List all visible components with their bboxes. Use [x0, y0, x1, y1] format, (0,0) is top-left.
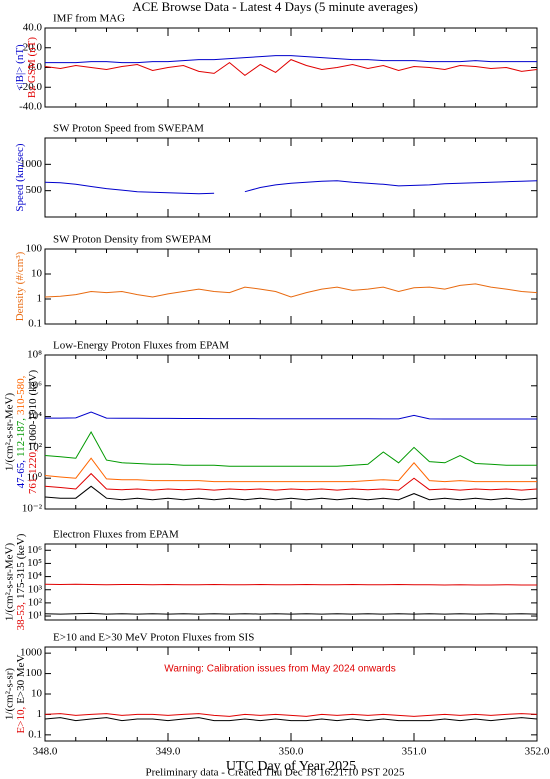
y-tick-label: 10⁶	[27, 379, 42, 391]
legend-line: Density (#/cm³)	[14, 251, 26, 321]
panel-title: E>10 and E>30 MeV Proton Fluxes from SIS	[53, 632, 254, 644]
series-line	[45, 411, 537, 420]
y-tick-label: 10²	[28, 441, 43, 453]
series-line	[44, 283, 538, 298]
legend-line: 38-53, 175-315 (keV)	[15, 533, 27, 630]
series-line	[44, 430, 537, 467]
panel-title: IMF from MAG	[53, 13, 125, 25]
y-tick-label: 100	[26, 243, 43, 255]
y-axis-label: 1/(cm²-s-sr)	[4, 668, 16, 721]
page-title: ACE Browse Data - Latest 4 Days (5 minut…	[132, 0, 418, 14]
legend-line: E>10, E>30 MeV	[15, 654, 27, 733]
legend-line: 761-1220, 1060-1910 (keV)	[27, 370, 39, 495]
legend-line: Speed (km/sec)	[14, 143, 26, 211]
legend-entry: Bz GSM (nT)	[26, 37, 38, 98]
y-tick-label: 10⁵	[27, 557, 42, 569]
plot-frame	[44, 354, 538, 510]
y-tick-label: 10⁶	[27, 544, 42, 556]
y-axis-unit: (keV)	[27, 370, 39, 396]
y-tick-label: 1000	[20, 158, 43, 170]
y-axis-unit: (keV)	[15, 533, 27, 559]
x-axis-label: UTC Day of Year 2025	[226, 759, 356, 774]
plot-frame	[44, 137, 538, 218]
legend-line: 47-65, 112-187, 310-580,	[15, 375, 27, 488]
legend-entry: 761-1220,	[27, 449, 39, 494]
plot-frame	[44, 646, 538, 742]
series-line	[44, 612, 538, 615]
legend-line: Bz GSM (nT)	[26, 37, 38, 98]
y-tick-label: 0.1	[28, 728, 42, 740]
x-tick-label: 349.0	[156, 746, 181, 758]
y-tick-label: 10⁻²	[22, 503, 43, 515]
plot-frame	[44, 543, 538, 621]
legend-entry: 47-65,	[15, 460, 27, 489]
series-line	[45, 55, 537, 64]
x-tick-label: 348.0	[33, 746, 58, 758]
panel-title: Low-Energy Proton Fluxes from EPAM	[53, 340, 229, 352]
x-tick-label: 350.0	[279, 746, 304, 758]
annotation: Warning: Calibration issues from May 202…	[164, 664, 395, 675]
y-tick-label: 100	[26, 667, 43, 679]
series-line	[44, 485, 538, 501]
panel-title: SW Proton Speed from SWEPAM	[53, 123, 204, 135]
legend-entry: E>10,	[15, 707, 27, 734]
y-tick-label: 1	[37, 708, 43, 720]
series-line	[44, 717, 538, 722]
y-axis-label: 1/(cm²-s-sr-MeV)	[4, 543, 16, 622]
y-tick-label: 20.0	[23, 41, 43, 53]
panel-title: SW Proton Density from SWEPAM	[53, 234, 212, 246]
legend-entry: E>30 MeV	[15, 654, 27, 703]
series-line	[44, 472, 538, 491]
legend-entry: 310-580,	[15, 375, 27, 415]
y-tick-label: 10⁰	[27, 472, 43, 484]
y-tick-label: 10³	[28, 583, 43, 595]
legend-entry: <|B|> (nT)	[14, 44, 26, 91]
series-line	[44, 180, 538, 195]
y-tick-label: 1	[37, 293, 43, 305]
legend-line: <|B|> (nT)	[14, 44, 26, 91]
x-tick-label: 352.0	[525, 746, 550, 758]
y-tick-label: 1000	[20, 647, 43, 659]
y-tick-label: 0.0	[28, 61, 42, 73]
y-tick-label: 10	[31, 268, 43, 280]
legend-entry: 38-53,	[15, 602, 27, 631]
series-line	[44, 457, 537, 483]
legend-entry: 1060-1910	[27, 398, 39, 446]
y-tick-label: 10¹	[28, 610, 42, 622]
y-axis-label: 1/(cm²-s-sr-MeV)	[4, 393, 16, 472]
panel-title: Electron Fluxes from EPAM	[53, 529, 179, 541]
y-tick-label: 10²	[28, 596, 43, 608]
legend-entry: 112-187,	[15, 418, 27, 457]
plot-frame	[44, 248, 538, 325]
y-tick-label: 10⁸	[27, 349, 42, 361]
y-tick-label: 10⁴	[27, 410, 42, 422]
series-line	[44, 713, 538, 717]
x-tick-label: 351.0	[402, 746, 427, 758]
legend-entry: Speed (km/sec)	[14, 143, 26, 211]
y-tick-label: 40.0	[23, 22, 43, 34]
footer: Preliminary data - Created Thu Dec 18 16…	[146, 767, 405, 779]
y-tick-label: 10	[31, 688, 43, 700]
legend-entry: Density (#/cm³)	[14, 251, 26, 321]
y-tick-label: 0.1	[28, 318, 42, 330]
y-tick-label: -20.0	[19, 81, 42, 93]
series-line	[44, 583, 537, 586]
y-tick-label: 10⁴	[27, 570, 42, 582]
y-tick-label: 500	[26, 184, 43, 196]
y-tick-label: -40.0	[19, 101, 42, 113]
series-line	[44, 59, 538, 77]
legend-entry: 175-315	[15, 562, 27, 599]
